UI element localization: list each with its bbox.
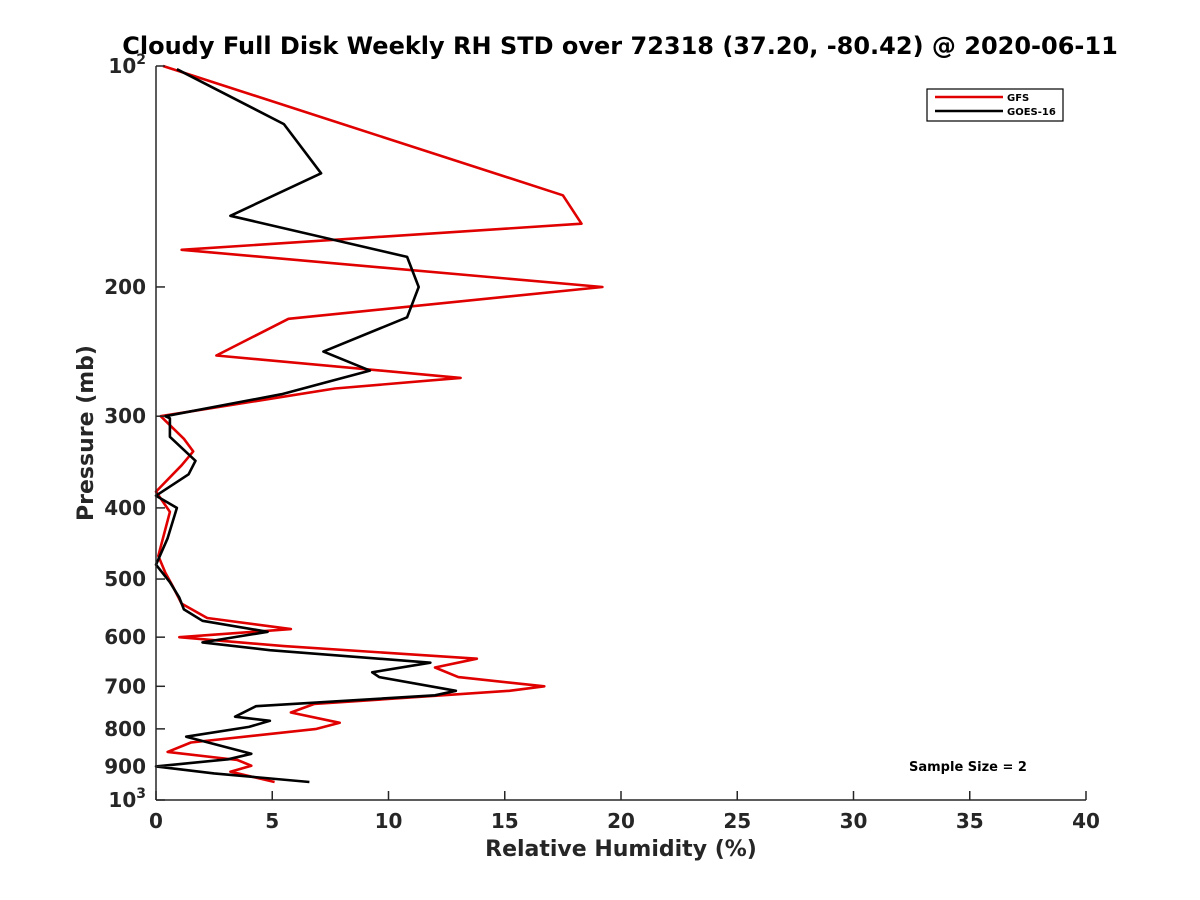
x-tick-label: 0 (149, 809, 163, 833)
series-line-gfs (154, 64, 604, 784)
y-tick-label: 500 (104, 567, 146, 591)
y-axis-ticks: 102 200 300 400 500 600 700 800 900 103 (104, 52, 165, 812)
series-lines (154, 64, 604, 784)
y-tick-label: 800 (104, 717, 146, 741)
y-tick-label: 102 (108, 52, 146, 78)
x-tick-label: 10 (375, 809, 403, 833)
x-axis-ticks: 0 5 10 15 20 25 30 35 40 (149, 791, 1100, 833)
x-tick-label: 25 (723, 809, 751, 833)
x-tick-label: 30 (840, 809, 868, 833)
legend-label-gfs: GFS (1007, 93, 1029, 104)
y-tick-label: 103 (108, 786, 146, 812)
y-tick-label: 600 (104, 625, 146, 649)
chart-title: Cloudy Full Disk Weekly RH STD over 7231… (122, 32, 1118, 60)
x-tick-label: 40 (1072, 809, 1100, 833)
y-axis-label: Pressure (mb) (74, 345, 99, 521)
y-tick-label: 300 (104, 404, 146, 428)
y-tick-label: 900 (104, 754, 146, 778)
x-axis-label: Relative Humidity (%) (485, 837, 757, 862)
x-tick-label: 35 (956, 809, 984, 833)
legend: GFS GOES-16 (926, 88, 1064, 122)
legend-box (926, 88, 1064, 122)
y-tick-label: 200 (104, 275, 146, 299)
x-tick-label: 20 (607, 809, 635, 833)
x-tick-label: 5 (265, 809, 279, 833)
x-tick-label: 15 (491, 809, 519, 833)
series-line-goes16 (154, 68, 458, 784)
sample-size-annotation: Sample Size = 2 (909, 760, 1027, 775)
y-tick-label: 700 (104, 674, 146, 698)
y-tick-label: 400 (104, 496, 146, 520)
legend-label-goes16: GOES-16 (1007, 107, 1056, 118)
